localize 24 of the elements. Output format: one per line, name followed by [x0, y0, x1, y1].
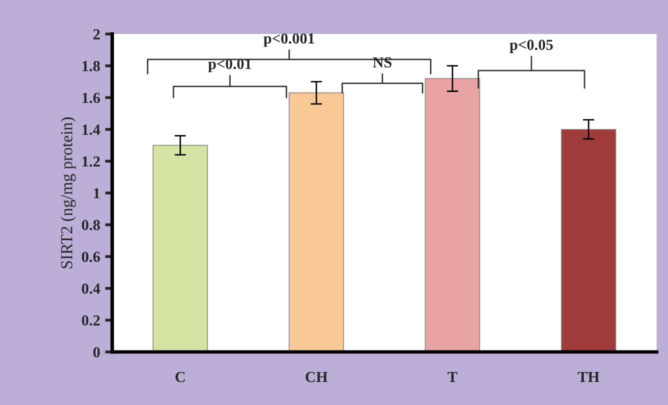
- y-tick-label: 0.6: [82, 252, 100, 262]
- bar: [288, 92, 344, 352]
- y-tick-label: 0.4: [82, 284, 100, 294]
- y-tick-label: 1: [94, 188, 100, 198]
- x-tick-label: T: [448, 372, 458, 382]
- x-tick-label: C: [176, 372, 185, 382]
- x-tick-label: CH: [306, 372, 328, 382]
- y-tick-label: 1.2: [82, 156, 100, 167]
- annotation: p<0.01: [208, 58, 252, 72]
- y-tick-label: 0: [93, 347, 100, 358]
- y-tick-label: 0.2: [82, 315, 100, 326]
- annotation: NS: [372, 57, 392, 68]
- x-tick-label: TH: [578, 372, 600, 382]
- bar: [560, 128, 616, 352]
- bar: [152, 144, 208, 352]
- y-tick-label: 1.8: [82, 60, 100, 72]
- y-tick-label: 0.8: [82, 220, 100, 230]
- annotation: p<0.05: [510, 40, 553, 54]
- y-tick-label: 2: [93, 29, 100, 40]
- annotation: p<0.001: [264, 33, 314, 47]
- y-tick-label: 1.4: [82, 124, 100, 135]
- bar: [424, 78, 480, 352]
- y-tick-label: 1.6: [82, 92, 100, 104]
- y-axis-title: SIRT2 (ng/mg protein): [60, 117, 76, 268]
